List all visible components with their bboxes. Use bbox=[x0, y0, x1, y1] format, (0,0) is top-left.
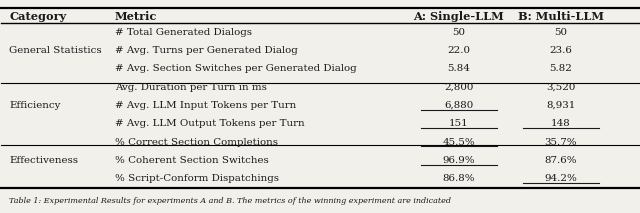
Text: 23.6: 23.6 bbox=[549, 46, 572, 55]
Text: % Correct Section Completions: % Correct Section Completions bbox=[115, 138, 278, 147]
Text: % Coherent Section Switches: % Coherent Section Switches bbox=[115, 156, 269, 165]
Text: 148: 148 bbox=[551, 119, 571, 128]
Text: 87.6%: 87.6% bbox=[545, 156, 577, 165]
Text: # Total Generated Dialogs: # Total Generated Dialogs bbox=[115, 27, 252, 36]
Text: 3,520: 3,520 bbox=[546, 83, 575, 92]
Text: 96.9%: 96.9% bbox=[443, 156, 476, 165]
Text: Efficiency: Efficiency bbox=[9, 101, 60, 110]
Text: 2,800: 2,800 bbox=[444, 83, 474, 92]
Text: 151: 151 bbox=[449, 119, 468, 128]
Text: 8,931: 8,931 bbox=[546, 101, 575, 110]
Text: % Script-Conform Dispatchings: % Script-Conform Dispatchings bbox=[115, 174, 279, 183]
Text: 50: 50 bbox=[452, 27, 465, 36]
Text: Table 1: Experimental Results for experiments A and B. The metrics of the winnin: Table 1: Experimental Results for experi… bbox=[9, 197, 451, 205]
Text: A: Single-LLM: A: Single-LLM bbox=[413, 11, 504, 22]
Text: 86.8%: 86.8% bbox=[443, 174, 476, 183]
Text: 6,880: 6,880 bbox=[444, 101, 474, 110]
Text: 5.82: 5.82 bbox=[549, 64, 572, 73]
Text: 5.84: 5.84 bbox=[447, 64, 470, 73]
Text: 94.2%: 94.2% bbox=[545, 174, 577, 183]
Text: Avg. Duration per Turn in ms: Avg. Duration per Turn in ms bbox=[115, 83, 267, 92]
Text: # Avg. Turns per Generated Dialog: # Avg. Turns per Generated Dialog bbox=[115, 46, 298, 55]
Text: General Statistics: General Statistics bbox=[9, 46, 102, 55]
Text: Metric: Metric bbox=[115, 11, 157, 22]
Text: # Avg. Section Switches per Generated Dialog: # Avg. Section Switches per Generated Di… bbox=[115, 64, 356, 73]
Text: 22.0: 22.0 bbox=[447, 46, 470, 55]
Text: # Avg. LLM Output Tokens per Turn: # Avg. LLM Output Tokens per Turn bbox=[115, 119, 305, 128]
Text: # Avg. LLM Input Tokens per Turn: # Avg. LLM Input Tokens per Turn bbox=[115, 101, 296, 110]
Text: 35.7%: 35.7% bbox=[545, 138, 577, 147]
Text: Category: Category bbox=[9, 11, 67, 22]
Text: 45.5%: 45.5% bbox=[442, 138, 476, 147]
Text: Effectiveness: Effectiveness bbox=[9, 156, 78, 165]
Text: B: Multi-LLM: B: Multi-LLM bbox=[518, 11, 604, 22]
Text: 50: 50 bbox=[554, 27, 568, 36]
